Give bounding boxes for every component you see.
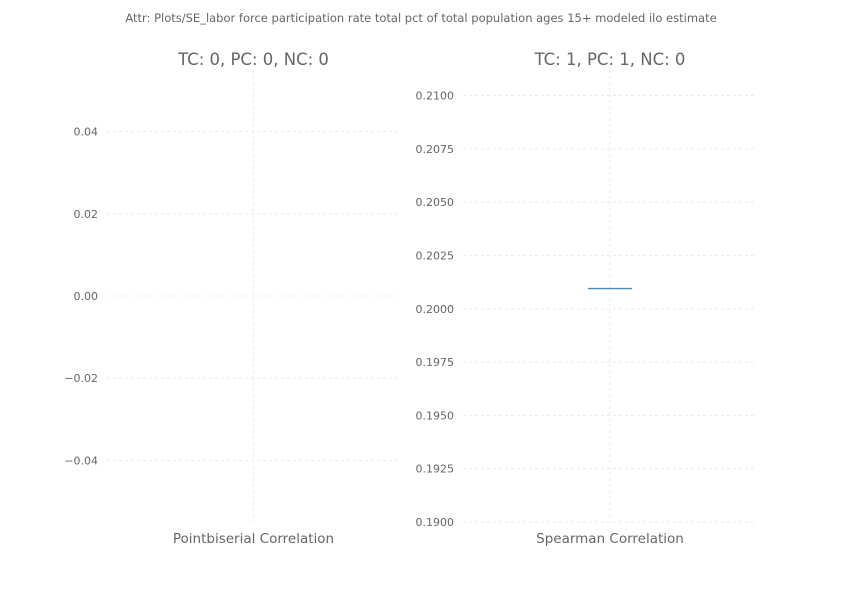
y-tick-label: 0.2050	[416, 196, 455, 209]
y-tick-label: −0.04	[64, 454, 98, 467]
panel-spearman: TC: 1, PC: 1, NC: 0 0.19000.19250.19500.…	[416, 50, 757, 547]
y-tick-label: 0.2100	[416, 90, 455, 103]
x-category-label: Spearman Correlation	[536, 531, 684, 547]
y-tick-label: 0.02	[74, 208, 99, 221]
gridlines	[463, 70, 757, 523]
panel-pointbiserial: TC: 0, PC: 0, NC: 0 −0.04 −0.02 0.00 0.02 0.…	[64, 50, 400, 547]
gridlines	[107, 70, 400, 522]
y-tick-label: 0.00	[74, 290, 99, 303]
x-category-label: Pointbiserial Correlation	[173, 531, 334, 547]
y-tick-label: 0.1950	[416, 409, 455, 422]
y-tick-label: 0.1900	[416, 516, 455, 529]
y-tick-labels: −0.04 −0.02 0.00 0.02 0.04	[64, 126, 98, 468]
y-tick-label: 0.2075	[416, 143, 455, 156]
figure-suptitle: Attr: Plots/SE_labor force participation…	[125, 11, 716, 25]
y-tick-label: 0.04	[74, 126, 99, 139]
y-tick-labels: 0.1900 0.1925 0.1950 0.1975 0.2000 0.2025 0.20…	[416, 90, 455, 529]
y-tick-label: −0.02	[64, 372, 98, 385]
y-tick-label: 0.2025	[416, 249, 455, 262]
y-tick-label: 0.1925	[416, 463, 455, 476]
panel-title: TC: 1, PC: 1, NC: 0	[534, 50, 686, 69]
y-tick-label: 0.1975	[416, 356, 455, 369]
y-tick-label: 0.2000	[416, 303, 455, 316]
panel-title: TC: 0, PC: 0, NC: 0	[177, 50, 329, 69]
